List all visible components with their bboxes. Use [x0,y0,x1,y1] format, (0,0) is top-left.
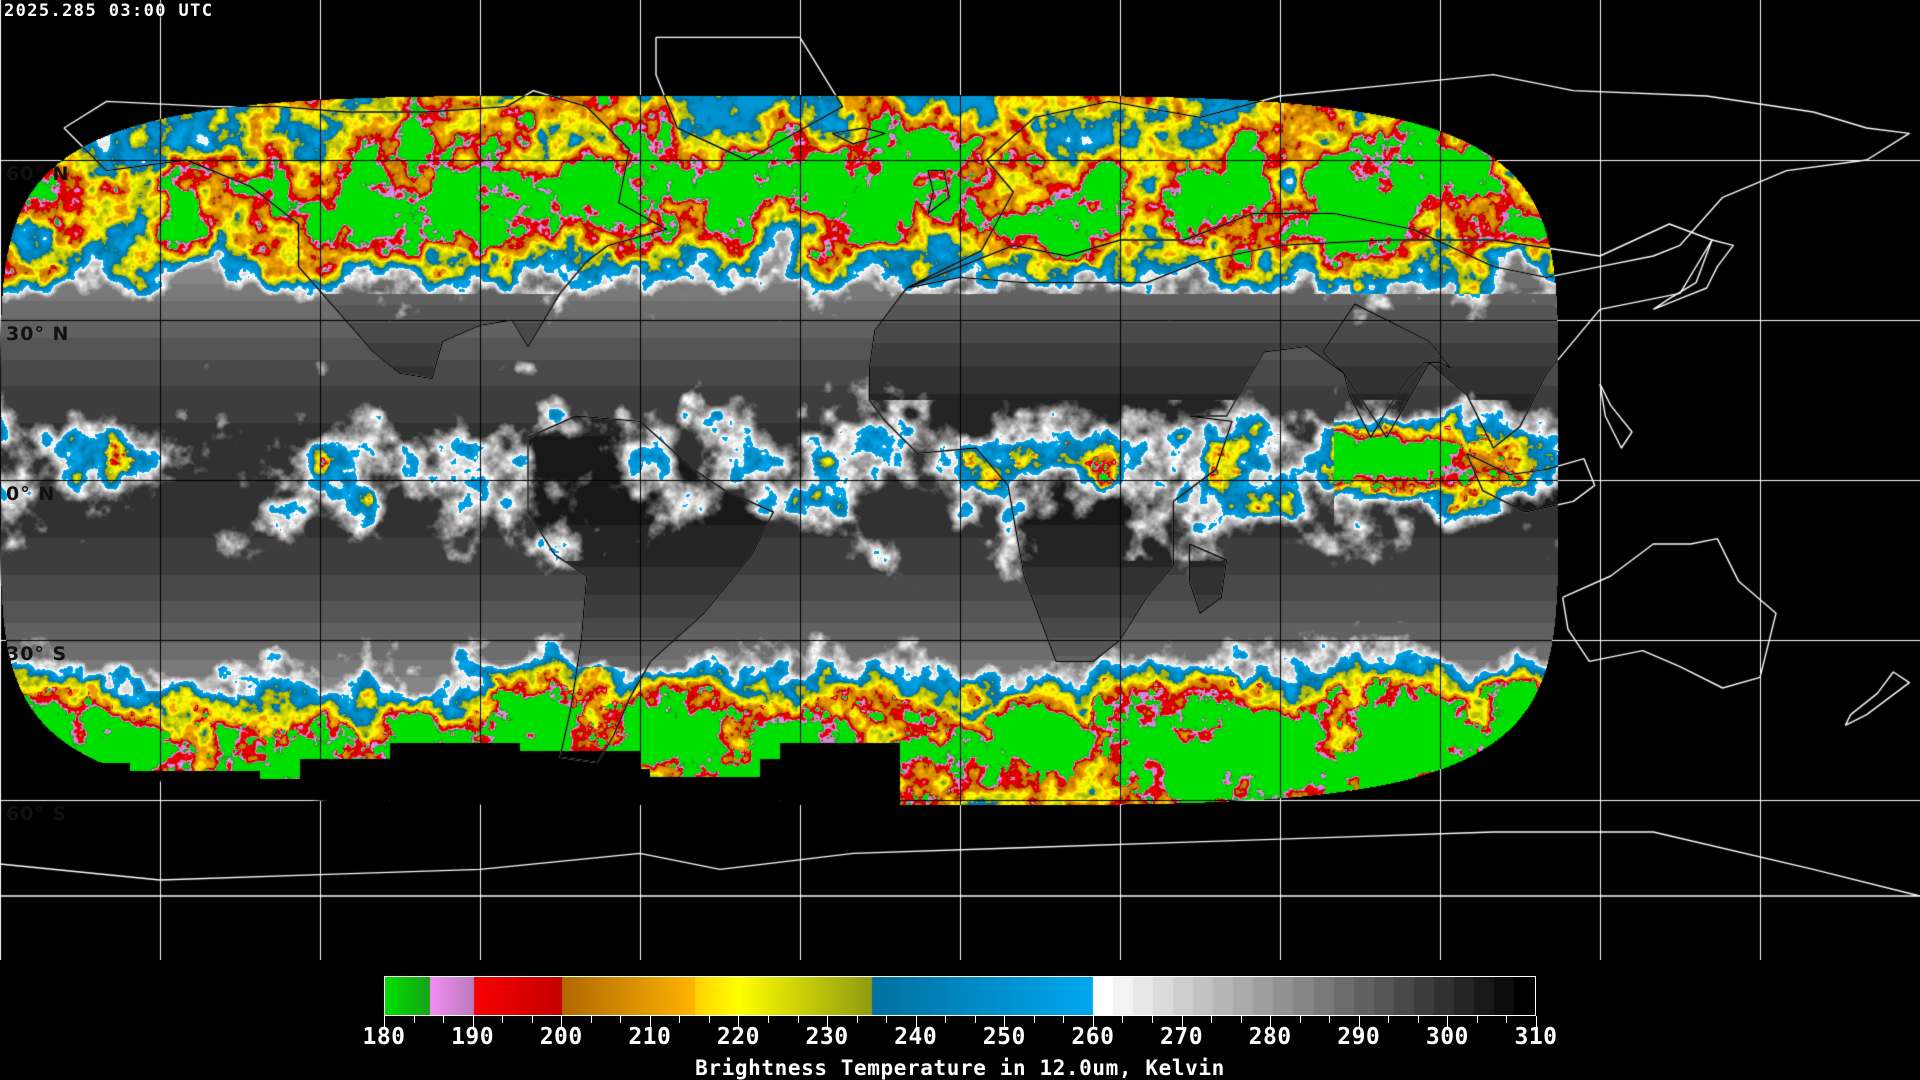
colorbar-tick-minor [531,1016,533,1023]
colorbar-tick-minor [1329,1016,1331,1023]
colorbar-tick-major [1536,1016,1537,1027]
colorbar-tick-major [1358,1016,1360,1027]
colorbar-tick-label: 180 [362,1024,406,1050]
colorbar-tick-minor [768,1016,769,1023]
colorbar-tick-label: 280 [1248,1024,1292,1050]
colorbar-tick-minor [413,1016,415,1023]
lat-label-30n: 30° N [6,323,70,345]
colorbar-tick-minor [1388,1016,1390,1023]
colorbar-tick-minor [974,1016,976,1023]
colorbar-tick-major [827,1016,829,1027]
colorbar-gradient [385,977,1535,1015]
colorbar-tick-label: 210 [628,1024,672,1050]
lat-label-30s: 30° S [6,643,68,665]
colorbar-tick-major [1447,1016,1449,1027]
colorbar-legend: 180 190 200 210 220 230 240 250 260 270 280 290 300 3… [0,960,1920,1080]
colorbar-tick-minor [1122,1016,1124,1023]
global-satellite-map[interactable]: 2025.285 03:00 UTC 60° N 30° N 0° N 30° … [0,0,1920,960]
colorbar-tick-label: 240 [894,1024,938,1050]
colorbar-tick-label: 220 [716,1024,760,1050]
colorbar-tick-minor [1506,1016,1508,1023]
colorbar-tick-minor [1063,1016,1065,1023]
colorbar-ticks [384,1016,1537,1028]
colorbar-tick-major [472,1016,474,1027]
colorbar-tick-minor [1299,1016,1301,1023]
colorbar-tick-major [649,1016,651,1027]
colorbar-tick-minor [1033,1016,1035,1023]
colorbar-tick-minor [679,1016,681,1023]
colorbar-tick-major [384,1016,385,1027]
colorbar-tick-major [561,1016,563,1027]
colorbar-tick-major [1270,1016,1272,1027]
colorbar-tick-label: 230 [805,1024,849,1050]
colorbar-tick-minor [1211,1016,1213,1023]
colorbar-tick-label: 250 [982,1024,1026,1050]
colorbar-tick-minor [797,1016,799,1023]
colorbar-tick-minor [886,1016,888,1023]
colorbar-tick-label: 310 [1514,1024,1558,1050]
colorbar-tick-minor [502,1016,504,1023]
colorbar-tick-major [1004,1016,1006,1027]
colorbar-tick-minor [443,1016,445,1023]
colorbar-caption: Brightness Temperature in 12.0um, Kelvin [695,1056,1225,1080]
colorbar-tick-minor [856,1016,858,1023]
colorbar-tick-label: 260 [1071,1024,1115,1050]
timestamp-label: 2025.285 03:00 UTC [4,1,214,21]
colorbar-tick-minor [1240,1016,1242,1023]
colorbar-tick-minor [590,1016,592,1023]
colorbar-tick-label: 200 [539,1024,583,1050]
colorbar-tick-major [1092,1016,1094,1027]
colorbar-tick-minor [620,1016,622,1023]
colorbar-tick-labels: 180 190 200 210 220 230 240 250 260 270 280 290 300 3… [0,1024,1920,1054]
lat-label-0n: 0° N [6,483,56,505]
lat-label-60n: 60° N [6,163,70,185]
colorbar-tick-major [1181,1016,1183,1027]
colorbar-tick-label: 300 [1425,1024,1469,1050]
lat-label-60s: 60° S [6,803,68,825]
colorbar-tick-major [915,1016,917,1027]
colorbar-tick-label: 190 [451,1024,495,1050]
colorbar-tick-minor [945,1016,947,1023]
colorbar-tick-minor [708,1016,710,1023]
colorbar-tick-major [738,1016,740,1027]
colorbar-tick-label: 290 [1337,1024,1381,1050]
colorbar-frame [384,976,1536,1016]
colorbar-tick-minor [1476,1016,1478,1023]
brightness-temperature-raster[interactable] [0,0,1920,960]
colorbar-tick-minor [1417,1016,1419,1023]
colorbar-tick-label: 270 [1160,1024,1204,1050]
colorbar-tick-minor [1152,1016,1153,1023]
